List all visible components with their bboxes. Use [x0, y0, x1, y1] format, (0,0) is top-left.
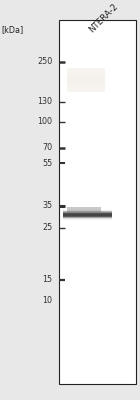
Text: 25: 25: [42, 224, 52, 232]
Bar: [59, 20, 136, 384]
Text: 250: 250: [37, 58, 52, 66]
Text: 35: 35: [42, 202, 52, 210]
Text: [kDa]: [kDa]: [1, 25, 24, 34]
Text: 10: 10: [43, 296, 52, 305]
Bar: [67, 207, 101, 212]
Text: NTERA-2: NTERA-2: [87, 1, 119, 34]
Text: 55: 55: [42, 159, 52, 168]
Text: 100: 100: [38, 118, 52, 126]
Bar: [67, 68, 105, 92]
Text: 15: 15: [42, 276, 52, 284]
Text: 70: 70: [42, 144, 52, 152]
Text: 130: 130: [38, 98, 52, 106]
